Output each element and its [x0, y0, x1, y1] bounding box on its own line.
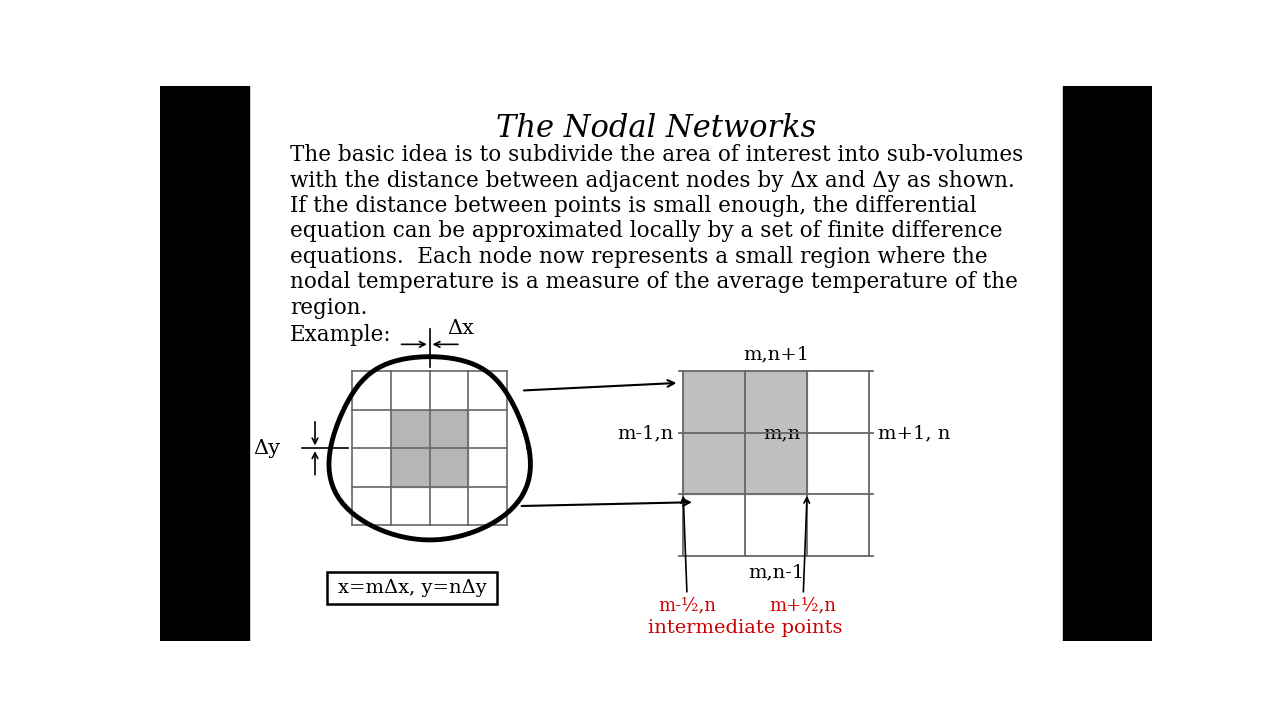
Text: x=mΔx, y=nΔy: x=mΔx, y=nΔy	[338, 579, 486, 597]
Text: Δx: Δx	[447, 319, 474, 338]
Text: equations.  Each node now represents a small region where the: equations. Each node now represents a sm…	[291, 246, 988, 268]
Text: m,n: m,n	[764, 424, 801, 442]
Bar	[1062, 86, 1152, 641]
Text: The basic idea is to subdivide the area of interest into sub-volumes: The basic idea is to subdivide the area …	[291, 144, 1024, 166]
Text: m+1, n: m+1, n	[878, 424, 951, 442]
Text: m-½,n: m-½,n	[658, 596, 716, 614]
Text: nodal temperature is a measure of the average temperature of the: nodal temperature is a measure of the av…	[291, 271, 1018, 293]
Bar	[684, 372, 808, 495]
Text: Δy: Δy	[253, 438, 280, 458]
Text: m,n+1: m,n+1	[744, 346, 809, 364]
Bar	[160, 86, 250, 641]
Bar	[390, 410, 468, 487]
Text: region.: region.	[291, 297, 367, 319]
Text: m-1,n: m-1,n	[617, 424, 673, 442]
Text: with the distance between adjacent nodes by Δx and Δy as shown.: with the distance between adjacent nodes…	[291, 169, 1015, 192]
Bar	[326, 572, 497, 604]
Text: m,n-1: m,n-1	[748, 564, 804, 582]
Text: If the distance between points is small enough, the differential: If the distance between points is small …	[291, 195, 977, 217]
Text: equation can be approximated locally by a set of finite difference: equation can be approximated locally by …	[291, 220, 1002, 243]
Text: intermediate points: intermediate points	[648, 619, 842, 637]
Text: Example:: Example:	[291, 323, 392, 346]
Text: The Nodal Networks: The Nodal Networks	[495, 113, 817, 144]
Text: m+½,n: m+½,n	[769, 596, 837, 614]
